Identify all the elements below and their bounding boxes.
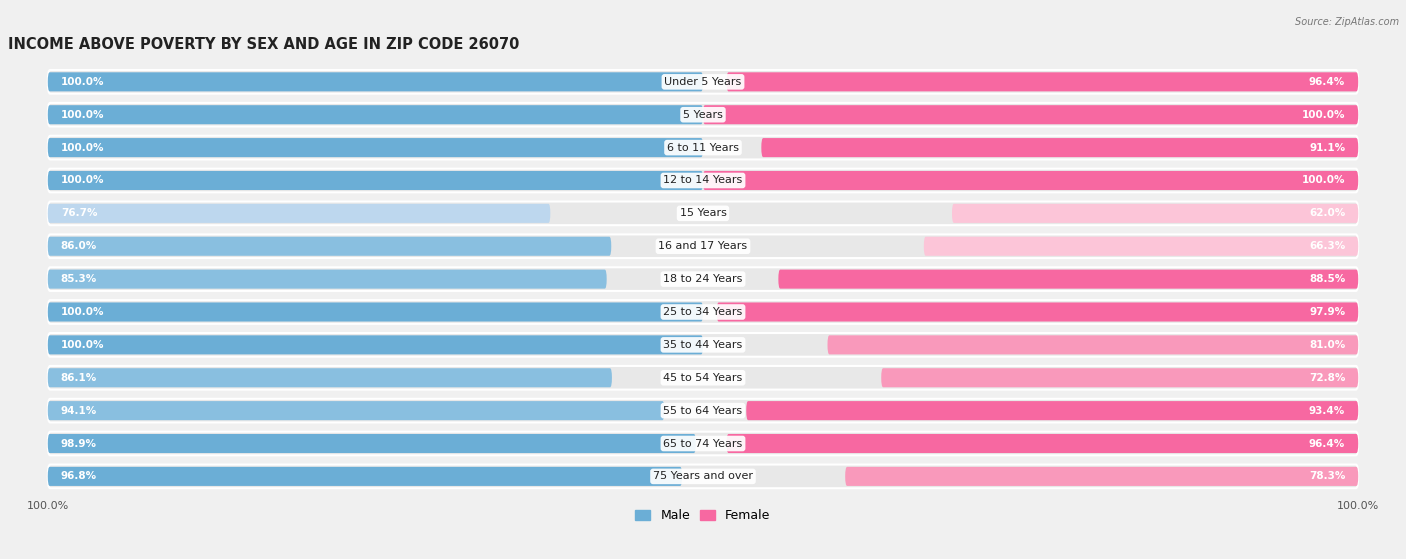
FancyBboxPatch shape	[703, 105, 1358, 124]
FancyBboxPatch shape	[48, 234, 1358, 258]
Text: 98.9%: 98.9%	[60, 438, 97, 448]
Text: 100.0%: 100.0%	[60, 77, 104, 87]
FancyBboxPatch shape	[48, 432, 1358, 456]
FancyBboxPatch shape	[845, 467, 1358, 486]
Text: 81.0%: 81.0%	[1309, 340, 1346, 350]
FancyBboxPatch shape	[924, 236, 1358, 256]
FancyBboxPatch shape	[48, 333, 1358, 357]
FancyBboxPatch shape	[48, 70, 1358, 94]
FancyBboxPatch shape	[727, 434, 1358, 453]
Text: 6 to 11 Years: 6 to 11 Years	[666, 143, 740, 153]
Legend: Male, Female: Male, Female	[636, 509, 770, 522]
Text: 100.0%: 100.0%	[60, 307, 104, 317]
Text: 96.4%: 96.4%	[1309, 77, 1346, 87]
FancyBboxPatch shape	[48, 202, 1358, 225]
FancyBboxPatch shape	[882, 368, 1358, 387]
FancyBboxPatch shape	[48, 399, 1358, 423]
Text: 100.0%: 100.0%	[60, 176, 104, 186]
FancyBboxPatch shape	[48, 434, 696, 453]
Text: 88.5%: 88.5%	[1309, 274, 1346, 284]
Text: 86.0%: 86.0%	[60, 241, 97, 251]
Text: 97.9%: 97.9%	[1309, 307, 1346, 317]
FancyBboxPatch shape	[48, 366, 1358, 390]
Text: 76.7%: 76.7%	[60, 209, 97, 219]
Text: 45 to 54 Years: 45 to 54 Years	[664, 373, 742, 383]
Text: 75 Years and over: 75 Years and over	[652, 471, 754, 481]
Text: 55 to 64 Years: 55 to 64 Years	[664, 406, 742, 416]
Text: 91.1%: 91.1%	[1309, 143, 1346, 153]
FancyBboxPatch shape	[48, 236, 612, 256]
Text: 15 Years: 15 Years	[679, 209, 727, 219]
FancyBboxPatch shape	[717, 302, 1358, 321]
Text: INCOME ABOVE POVERTY BY SEX AND AGE IN ZIP CODE 26070: INCOME ABOVE POVERTY BY SEX AND AGE IN Z…	[8, 37, 519, 53]
Text: Source: ZipAtlas.com: Source: ZipAtlas.com	[1295, 17, 1399, 27]
Text: 66.3%: 66.3%	[1309, 241, 1346, 251]
Text: 100.0%: 100.0%	[60, 340, 104, 350]
FancyBboxPatch shape	[48, 136, 1358, 159]
FancyBboxPatch shape	[48, 335, 703, 354]
FancyBboxPatch shape	[48, 103, 1358, 126]
FancyBboxPatch shape	[48, 138, 703, 157]
FancyBboxPatch shape	[48, 467, 682, 486]
Text: 25 to 34 Years: 25 to 34 Years	[664, 307, 742, 317]
Text: 12 to 14 Years: 12 to 14 Years	[664, 176, 742, 186]
Text: Under 5 Years: Under 5 Years	[665, 77, 741, 87]
FancyBboxPatch shape	[48, 171, 703, 190]
Text: 86.1%: 86.1%	[60, 373, 97, 383]
Text: 96.4%: 96.4%	[1309, 438, 1346, 448]
FancyBboxPatch shape	[48, 368, 612, 387]
FancyBboxPatch shape	[747, 401, 1358, 420]
FancyBboxPatch shape	[761, 138, 1358, 157]
Text: 93.4%: 93.4%	[1309, 406, 1346, 416]
Text: 5 Years: 5 Years	[683, 110, 723, 120]
Text: 65 to 74 Years: 65 to 74 Years	[664, 438, 742, 448]
Text: 16 and 17 Years: 16 and 17 Years	[658, 241, 748, 251]
FancyBboxPatch shape	[48, 72, 703, 91]
FancyBboxPatch shape	[48, 269, 606, 288]
FancyBboxPatch shape	[779, 269, 1358, 288]
Text: 100.0%: 100.0%	[60, 110, 104, 120]
FancyBboxPatch shape	[727, 72, 1358, 91]
Text: 85.3%: 85.3%	[60, 274, 97, 284]
Text: 100.0%: 100.0%	[1302, 110, 1346, 120]
FancyBboxPatch shape	[48, 105, 703, 124]
Text: 62.0%: 62.0%	[1309, 209, 1346, 219]
Text: 94.1%: 94.1%	[60, 406, 97, 416]
FancyBboxPatch shape	[48, 267, 1358, 291]
FancyBboxPatch shape	[703, 171, 1358, 190]
Text: 78.3%: 78.3%	[1309, 471, 1346, 481]
FancyBboxPatch shape	[828, 335, 1358, 354]
FancyBboxPatch shape	[48, 300, 1358, 324]
FancyBboxPatch shape	[48, 169, 1358, 192]
FancyBboxPatch shape	[952, 204, 1358, 223]
FancyBboxPatch shape	[48, 401, 665, 420]
Text: 18 to 24 Years: 18 to 24 Years	[664, 274, 742, 284]
Text: 100.0%: 100.0%	[1302, 176, 1346, 186]
FancyBboxPatch shape	[48, 302, 703, 321]
FancyBboxPatch shape	[48, 465, 1358, 488]
Text: 100.0%: 100.0%	[60, 143, 104, 153]
Text: 96.8%: 96.8%	[60, 471, 97, 481]
Text: 72.8%: 72.8%	[1309, 373, 1346, 383]
Text: 35 to 44 Years: 35 to 44 Years	[664, 340, 742, 350]
FancyBboxPatch shape	[48, 204, 550, 223]
